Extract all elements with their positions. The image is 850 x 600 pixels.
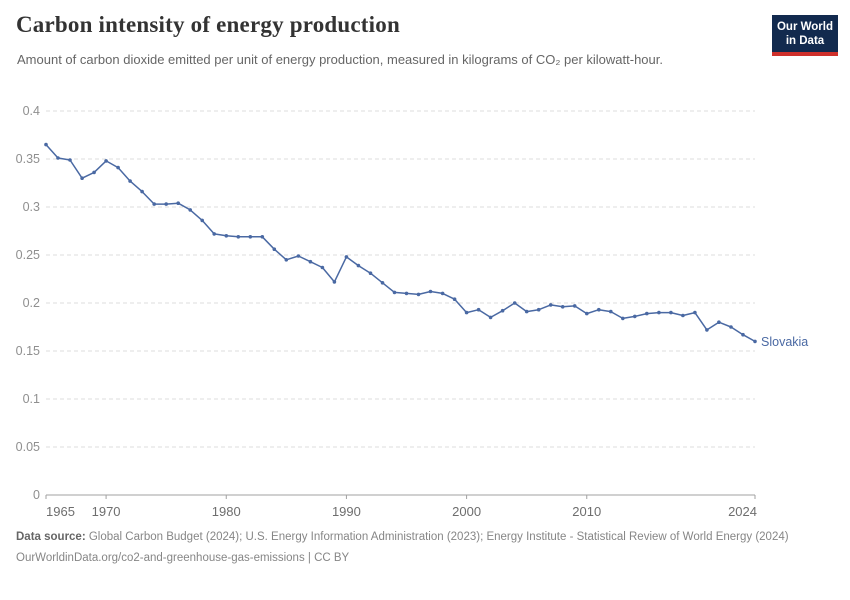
data-point[interactable]	[356, 263, 361, 268]
data-point[interactable]	[164, 202, 168, 206]
x-tick-label: 2024	[728, 504, 757, 519]
data-point[interactable]	[440, 291, 445, 296]
x-tick-label: 1980	[212, 504, 241, 519]
data-point[interactable]	[44, 142, 48, 147]
data-point[interactable]	[200, 218, 204, 223]
data-point[interactable]	[404, 291, 409, 296]
data-point[interactable]	[572, 304, 577, 308]
y-tick-label: 0.35	[16, 152, 40, 166]
line-chart[interactable]: 0 0.05 0.1 0.15 0.2 0.25 0.3 0.35 0.4 1965 1970 198…	[0, 95, 850, 525]
data-point[interactable]	[260, 235, 265, 239]
chart-subtitle: Amount of carbon dioxide emitted per uni…	[17, 52, 663, 67]
data-point[interactable]	[717, 320, 721, 325]
footer: Data source: Global Carbon Budget (2024)…	[16, 530, 789, 566]
data-point[interactable]	[500, 308, 505, 313]
footer-link[interactable]: OurWorldinData.org/co2-and-greenhouse-ga…	[16, 552, 350, 564]
data-point[interactable]	[585, 311, 589, 316]
data-point[interactable]	[224, 234, 229, 238]
data-point[interactable]	[548, 303, 553, 307]
data-point[interactable]	[188, 208, 192, 212]
page-title: Carbon intensity of energy production	[16, 12, 400, 37]
y-tick-label: 0	[33, 488, 40, 502]
y-tick-label: 0.2	[23, 296, 40, 310]
data-point[interactable]	[524, 309, 529, 314]
data-point[interactable]	[633, 314, 637, 319]
owid-logo-line2: in Data	[785, 35, 825, 47]
data-point[interactable]	[152, 202, 156, 206]
data-point[interactable]	[344, 255, 349, 259]
data-point[interactable]	[669, 310, 673, 315]
data-point[interactable]	[368, 271, 373, 276]
data-point[interactable]	[332, 280, 337, 284]
data-point[interactable]	[92, 170, 96, 175]
x-tick-label: 2000	[452, 504, 481, 519]
data-point[interactable]	[560, 305, 565, 309]
data-point[interactable]	[609, 309, 613, 314]
x-tick-label: 1965	[46, 504, 75, 519]
x-tick-label: 1990	[332, 504, 361, 519]
entity-label-slovakia[interactable]: Slovakia	[761, 335, 808, 349]
data-point[interactable]	[116, 165, 120, 170]
y-tick-label: 0.4	[23, 104, 40, 118]
data-point[interactable]	[272, 247, 277, 251]
data-point[interactable]	[621, 316, 625, 321]
data-point[interactable]	[128, 179, 132, 183]
data-source-label: Data source:	[16, 531, 86, 543]
data-point[interactable]	[428, 289, 433, 294]
slovakia-line	[45, 143, 756, 343]
data-point[interactable]	[645, 311, 649, 316]
x-tick-label: 1970	[92, 504, 121, 519]
data-point[interactable]	[296, 254, 301, 258]
y-tick-label: 0.3	[23, 200, 40, 214]
data-point[interactable]	[212, 232, 216, 236]
y-tick-label: 0.25	[16, 248, 40, 262]
data-point[interactable]	[248, 235, 253, 239]
data-point[interactable]	[681, 313, 685, 318]
data-point[interactable]	[236, 235, 241, 239]
data-point[interactable]	[464, 310, 469, 315]
data-point[interactable]	[80, 176, 84, 180]
data-point[interactable]	[512, 301, 517, 305]
data-point[interactable]	[68, 158, 72, 162]
data-point[interactable]	[693, 310, 697, 315]
data-point[interactable]	[741, 332, 745, 337]
y-tick-label: 0.05	[16, 440, 40, 454]
data-point[interactable]	[380, 281, 385, 285]
data-point[interactable]	[729, 325, 733, 329]
data-point[interactable]	[176, 201, 180, 205]
data-source-line: Data source: Global Carbon Budget (2024)…	[16, 530, 789, 545]
x-tick-label: 2010	[572, 504, 601, 519]
data-point[interactable]	[320, 265, 325, 270]
data-point[interactable]	[705, 328, 709, 332]
data-point[interactable]	[392, 290, 397, 295]
data-point[interactable]	[140, 189, 144, 194]
data-point[interactable]	[416, 292, 421, 297]
data-point[interactable]	[56, 156, 60, 160]
data-point[interactable]	[452, 297, 457, 302]
data-point[interactable]	[284, 258, 289, 262]
data-point[interactable]	[488, 315, 493, 320]
data-source-text: Global Carbon Budget (2024); U.S. Energy…	[85, 531, 789, 543]
data-point[interactable]	[657, 310, 661, 315]
data-point[interactable]	[536, 307, 541, 312]
owid-logo[interactable]: Our World in Data	[772, 15, 838, 56]
data-point[interactable]	[753, 339, 757, 344]
data-point[interactable]	[476, 307, 481, 312]
data-point[interactable]	[597, 307, 601, 312]
y-tick-label: 0.1	[23, 392, 40, 406]
data-point[interactable]	[308, 259, 313, 264]
data-point[interactable]	[104, 159, 108, 163]
owid-logo-line1: Our World	[776, 21, 833, 33]
y-tick-label: 0.15	[16, 344, 40, 358]
